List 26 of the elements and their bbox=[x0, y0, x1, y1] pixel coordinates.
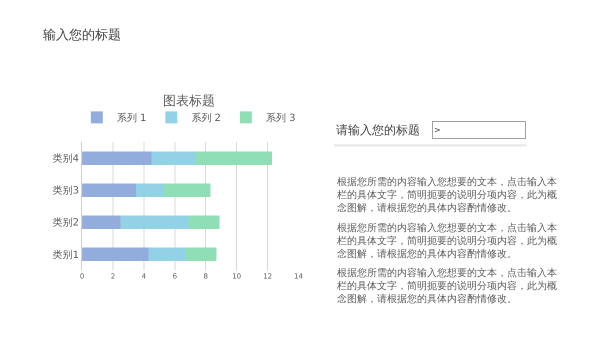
legend-label: 系列 3 bbox=[266, 112, 296, 124]
bar bbox=[164, 183, 210, 197]
bar bbox=[152, 151, 195, 165]
bar bbox=[82, 215, 121, 229]
bar bbox=[120, 215, 189, 229]
bar bbox=[82, 151, 152, 165]
chart-title: 图表标题 bbox=[163, 94, 215, 109]
bar bbox=[194, 151, 272, 165]
legend-label: 系列 2 bbox=[191, 112, 221, 124]
text: 根据您所需的内容输入您想要的文本，点击输入本栏的具体文字，简明扼要的说明分项内容，此为概念图解，请根据您的具体内容酌情修改。 bbox=[336, 176, 557, 214]
y-tick-label: 类别4 bbox=[52, 152, 80, 165]
bar bbox=[148, 248, 186, 262]
text: 根据您所需的内容输入您想要的文本，点击输入本栏的具体文字，简明扼要的说明分项内容，此为概念图解，请根据您的具体内容酌情修改。 bbox=[336, 222, 557, 260]
bar bbox=[82, 183, 136, 197]
text: 请输入您的标题 bbox=[336, 123, 420, 137]
legend-label: 系列 1 bbox=[116, 112, 146, 124]
bar bbox=[82, 248, 149, 262]
text: > bbox=[434, 126, 441, 134]
bar bbox=[186, 248, 217, 262]
y-tick-label: 类别1 bbox=[52, 248, 80, 261]
text: 根据您所需的内容输入您想要的文本，点击输入本栏的具体文字，简明扼要的说明分项内容，此为概念图解，请根据您的具体内容酌情修改。 bbox=[336, 267, 557, 305]
bar bbox=[188, 215, 220, 229]
y-tick-label: 类别3 bbox=[52, 184, 80, 197]
text: 输入您的标题 bbox=[43, 28, 121, 43]
bar bbox=[136, 183, 164, 197]
y-tick-label: 类别2 bbox=[52, 216, 80, 229]
